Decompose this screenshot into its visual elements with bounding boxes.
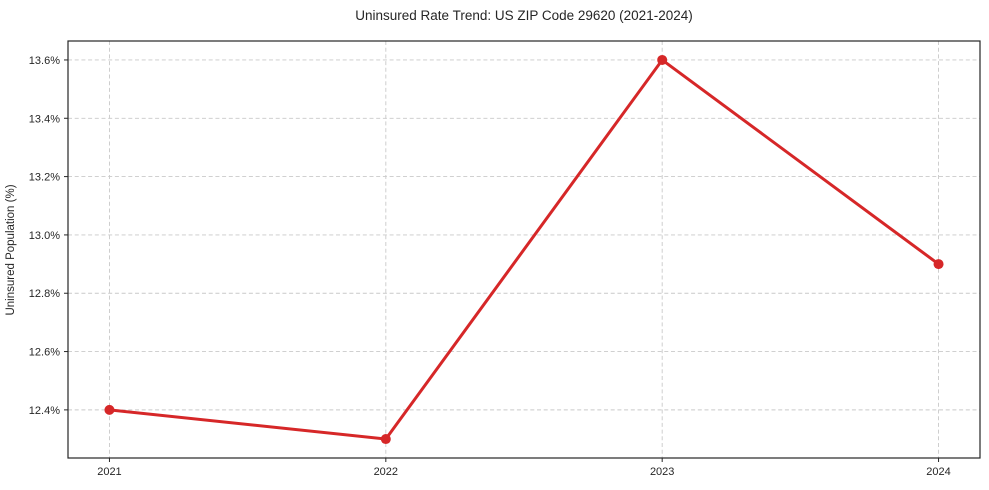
y-tick-label: 12.6% — [29, 347, 60, 359]
data-line — [107, 58, 941, 441]
frame-layer — [67, 40, 981, 459]
series-layer — [104, 54, 944, 445]
x-tick-label: 2021 — [97, 466, 121, 478]
plot-frame — [67, 40, 981, 459]
x-tick-label: 2022 — [374, 466, 398, 478]
grid-layer — [68, 41, 980, 458]
y-tick-label: 13.4% — [29, 113, 60, 125]
x-tick-label: 2023 — [650, 466, 674, 478]
y-tick-label: 12.8% — [29, 288, 60, 300]
y-tick-label: 13.6% — [29, 55, 60, 67]
data-point-marker — [380, 434, 391, 445]
x-tick-label: 2024 — [926, 466, 950, 478]
data-point-marker — [104, 404, 115, 415]
y-axis-label: Uninsured Population (%) — [5, 184, 17, 315]
tick-layer: 2021 2022 2023 2024 12.4% 12.6% 12.8% 13.0% 13.2… — [29, 55, 951, 478]
data-point-marker — [657, 54, 668, 65]
y-tick-label: 13.2% — [29, 172, 60, 184]
chart-title: Uninsured Rate Trend: US ZIP Code 29620 … — [355, 8, 692, 23]
data-point-marker — [933, 259, 944, 270]
y-tick-label: 12.4% — [29, 405, 60, 417]
y-tick-label: 13.0% — [29, 230, 60, 242]
